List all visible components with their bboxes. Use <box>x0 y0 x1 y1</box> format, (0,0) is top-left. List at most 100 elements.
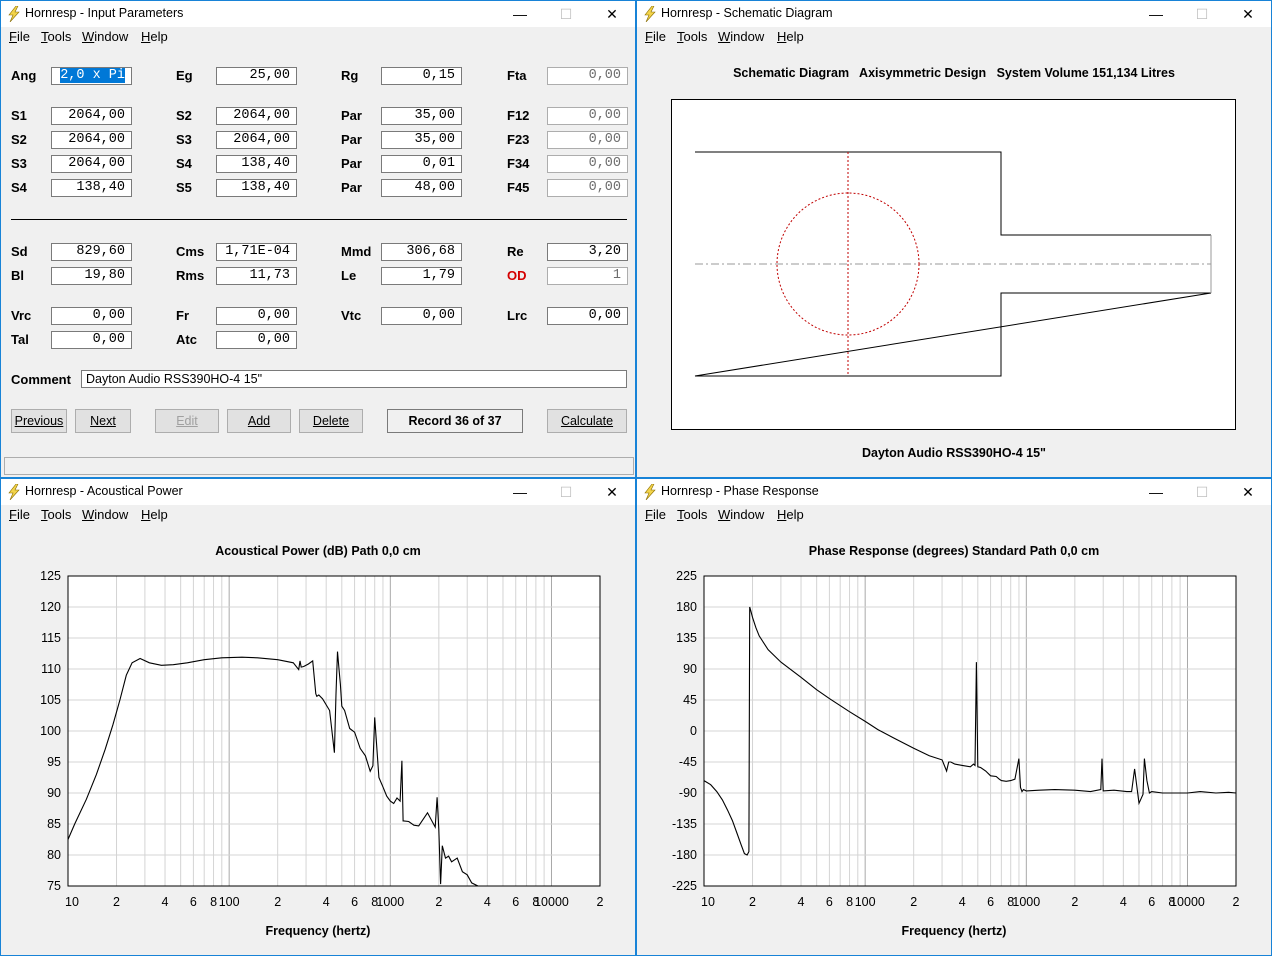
x-axis-label: Frequency (hertz) <box>266 924 371 938</box>
maximize-button[interactable]: ☐ <box>1195 6 1209 22</box>
param-field-par[interactable]: 35,00 <box>381 131 462 149</box>
menu-bar: File Tools Window Help <box>1 27 635 47</box>
param-field-mmd[interactable]: 306,68 <box>381 243 462 261</box>
param-value: 0,00 <box>422 308 455 323</box>
param-value: 2064,00 <box>233 108 290 123</box>
x-tick-label: 4 <box>959 895 966 909</box>
param-field-vtc[interactable]: 0,00 <box>381 307 462 325</box>
menu-help[interactable]: Help <box>141 29 168 44</box>
param-field-cms[interactable]: 1,71E-04 <box>216 243 297 261</box>
menu-window[interactable]: Window <box>718 29 765 44</box>
close-button[interactable]: ✕ <box>606 6 618 22</box>
add-button[interactable]: Add <box>227 409 291 433</box>
menu-file[interactable]: File <box>9 29 30 44</box>
menu-file[interactable]: File <box>645 29 666 44</box>
maximize-button[interactable]: ☐ <box>1195 484 1209 500</box>
x-tick-label: 6 <box>512 895 519 909</box>
plot-frame <box>703 575 1237 887</box>
y-tick-label: 105 <box>40 693 61 707</box>
param-field-f45[interactable]: 0,00 <box>547 179 628 197</box>
param-label-lrc: Lrc <box>507 308 528 323</box>
param-field-s4[interactable]: 138,40 <box>216 155 297 173</box>
param-field-tal[interactable]: 0,00 <box>51 331 132 349</box>
param-field-rms[interactable]: 11,73 <box>216 267 297 285</box>
y-tick-label: -45 <box>679 755 697 769</box>
param-field-s3[interactable]: 2064,00 <box>51 155 132 173</box>
param-label-rg: Rg <box>341 68 359 83</box>
edit-button[interactable]: Edit <box>155 409 219 433</box>
param-field-rg[interactable]: 0,15 <box>381 67 462 85</box>
menu-bar: File Tools Window Help <box>1 505 635 525</box>
param-field-s1[interactable]: 2064,00 <box>51 107 132 125</box>
close-button[interactable]: ✕ <box>1242 6 1254 22</box>
x-tick-label: 6 <box>1148 895 1155 909</box>
menu-tools[interactable]: Tools <box>41 29 72 44</box>
param-field-f12[interactable]: 0,00 <box>547 107 628 125</box>
minimize-button[interactable]: — <box>513 6 527 22</box>
schematic-drawing <box>671 99 1236 430</box>
param-label-s2: S2 <box>11 132 27 147</box>
maximize-button[interactable]: ☐ <box>559 6 573 22</box>
y-tick-label: 75 <box>47 879 61 893</box>
param-field-par[interactable]: 35,00 <box>381 107 462 125</box>
title-bar[interactable]: Hornresp - Acoustical Power — ☐ ✕ <box>1 479 635 505</box>
title-bar[interactable]: Hornresp - Phase Response — ☐ ✕ <box>637 479 1271 505</box>
menu-file[interactable]: File <box>645 507 666 522</box>
calculate-button[interactable]: Calculate <box>547 409 627 433</box>
param-field-ang[interactable]: 2,0 x Pi <box>51 67 132 85</box>
param-field-s2[interactable]: 2064,00 <box>216 107 297 125</box>
close-button[interactable]: ✕ <box>606 484 618 500</box>
menu-window[interactable]: Window <box>82 507 129 522</box>
param-value: 0,00 <box>588 68 621 83</box>
menu-window[interactable]: Window <box>82 29 129 44</box>
param-field-bl[interactable]: 19,80 <box>51 267 132 285</box>
param-field-s4[interactable]: 138,40 <box>51 179 132 197</box>
driver-circle <box>776 192 920 336</box>
minimize-button[interactable]: — <box>513 484 527 500</box>
param-value: 138,40 <box>241 180 290 195</box>
param-field-lrc[interactable]: 0,00 <box>547 307 628 325</box>
comment-field[interactable]: Dayton Audio RSS390HO-4 15" <box>81 370 627 388</box>
menu-help[interactable]: Help <box>141 507 168 522</box>
param-field-par[interactable]: 48,00 <box>381 179 462 197</box>
param-label-s4: S4 <box>11 180 27 195</box>
menu-help[interactable]: Help <box>777 29 804 44</box>
param-field-atc[interactable]: 0,00 <box>216 331 297 349</box>
param-field-par[interactable]: 0,01 <box>381 155 462 173</box>
menu-tools[interactable]: Tools <box>41 507 72 522</box>
menu-help[interactable]: Help <box>777 507 804 522</box>
param-field-s3[interactable]: 2064,00 <box>216 131 297 149</box>
close-button[interactable]: ✕ <box>1242 484 1254 500</box>
param-field-f23[interactable]: 0,00 <box>547 131 628 149</box>
title-bar[interactable]: Hornresp - Schematic Diagram — ☐ ✕ <box>637 1 1271 27</box>
param-field-le[interactable]: 1,79 <box>381 267 462 285</box>
hornresp-logo-icon <box>644 484 656 500</box>
menu-tools[interactable]: Tools <box>677 29 708 44</box>
param-label-par: Par <box>341 156 362 171</box>
param-field-od[interactable]: 1 <box>547 267 628 285</box>
param-field-fta[interactable]: 0,00 <box>547 67 628 85</box>
title-bar[interactable]: Hornresp - Input Parameters — ☐ ✕ <box>1 1 635 27</box>
menu-tools[interactable]: Tools <box>677 507 708 522</box>
x-tick-label: 4 <box>484 895 491 909</box>
next-button[interactable]: Next <box>75 409 131 433</box>
phase-response-window: Hornresp - Phase Response — ☐ ✕ File Tool… <box>636 478 1272 956</box>
param-field-vrc[interactable]: 0,00 <box>51 307 132 325</box>
param-field-s2[interactable]: 2064,00 <box>51 131 132 149</box>
menu-file[interactable]: File <box>9 507 30 522</box>
param-field-fr[interactable]: 0,00 <box>216 307 297 325</box>
param-field-f34[interactable]: 0,00 <box>547 155 628 173</box>
param-field-eg[interactable]: 25,00 <box>216 67 297 85</box>
param-field-s5[interactable]: 138,40 <box>216 179 297 197</box>
x-tick-label: 8 <box>371 895 378 909</box>
param-field-sd[interactable]: 829,60 <box>51 243 132 261</box>
minimize-button[interactable]: — <box>1149 484 1163 500</box>
maximize-button[interactable]: ☐ <box>559 484 573 500</box>
param-label-re: Re <box>507 244 524 259</box>
previous-button[interactable]: Previous <box>11 409 67 433</box>
menu-window[interactable]: Window <box>718 507 765 522</box>
param-field-re[interactable]: 3,20 <box>547 243 628 261</box>
schematic-heading: Schematic Diagram Axisymmetric Design Sy… <box>733 66 1175 80</box>
minimize-button[interactable]: — <box>1149 6 1163 22</box>
delete-button[interactable]: Delete <box>299 409 363 433</box>
